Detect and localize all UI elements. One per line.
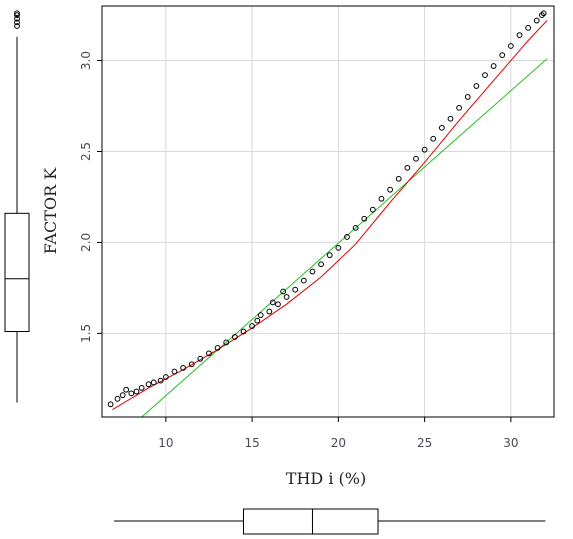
data-point: [430, 135, 437, 142]
fit-curve: [112, 20, 548, 411]
data-point: [188, 361, 195, 368]
x-axis-ticks: 10 15 20 25 30: [158, 417, 519, 450]
data-point: [240, 328, 247, 335]
y-box-outlier: [14, 19, 20, 26]
y-tick-label: 3.0: [79, 51, 93, 70]
data-point: [162, 374, 169, 380]
data-point: [231, 334, 238, 340]
x-axis-title: THD i (%): [286, 469, 366, 488]
data-point: [269, 299, 276, 306]
data-point: [138, 385, 145, 391]
data-point: [309, 268, 316, 275]
data-point: [352, 224, 359, 231]
data-point: [533, 17, 540, 24]
data-point: [133, 388, 140, 395]
y-box-outlier: [14, 10, 20, 17]
plot-frame: [101, 5, 555, 418]
data-point: [257, 312, 264, 319]
grid-lines: [102, 6, 554, 417]
data-point: [539, 12, 545, 18]
y-axis-title: FACTOR K: [41, 167, 60, 254]
data-point: [490, 63, 497, 69]
data-point: [473, 83, 480, 89]
data-point: [361, 215, 368, 222]
y-marginal-boxplot: [4, 10, 30, 403]
data-point: [197, 355, 204, 362]
data-point: [150, 379, 157, 386]
x-tick-label: 15: [244, 436, 259, 450]
data-point: [214, 344, 221, 351]
data-point: [387, 186, 394, 193]
data-point: [404, 164, 411, 171]
data-point: [421, 146, 428, 153]
data-point: [283, 294, 290, 300]
data-point: [447, 115, 454, 122]
y-box-body: [4, 212, 30, 333]
data-point: [395, 175, 402, 182]
data-point: [180, 364, 186, 371]
data-point: [300, 277, 307, 284]
data-point: [456, 104, 463, 111]
data-point: [292, 286, 299, 293]
data-point: [171, 368, 178, 375]
data-point: [516, 32, 523, 38]
data-point: [206, 350, 212, 357]
data-points: [107, 10, 547, 408]
data-point: [318, 261, 324, 268]
y-box-outlier: [14, 23, 20, 29]
y-box-outlier: [14, 15, 20, 22]
data-point: [157, 377, 164, 384]
data-point: [254, 317, 261, 324]
y-tick-label: 2.0: [79, 233, 93, 252]
x-marginal-boxplot: [114, 508, 546, 535]
data-point: [540, 10, 547, 17]
data-point: [123, 386, 130, 393]
x-tick-label: 30: [503, 436, 518, 450]
data-point: [369, 206, 376, 213]
data-point: [499, 52, 506, 59]
data-point: [344, 234, 350, 240]
data-point: [266, 308, 273, 315]
y-box-outlier: [14, 12, 20, 18]
data-point: [413, 155, 419, 162]
x-tick-label: 20: [331, 436, 346, 450]
data-point: [335, 244, 342, 251]
data-point: [107, 401, 114, 408]
data-point: [280, 288, 287, 295]
data-point: [326, 252, 333, 259]
y-axis-ticks: 1.5 2.0 2.5 3.0: [79, 51, 102, 343]
x-tick-label: 25: [417, 436, 432, 450]
data-point: [438, 124, 445, 131]
x-tick-label: 10: [158, 436, 173, 450]
data-point: [249, 323, 255, 329]
data-point: [507, 43, 514, 49]
data-point: [525, 24, 532, 31]
data-point: [275, 301, 281, 308]
data-point: [482, 72, 488, 79]
data-point: [223, 339, 230, 346]
y-tick-label: 1.5: [79, 324, 93, 343]
data-point: [145, 381, 152, 388]
y-tick-label: 2.5: [79, 142, 93, 161]
x-box-body: [242, 508, 379, 535]
data-point: [119, 392, 126, 399]
fit-lines: [112, 20, 548, 418]
data-point: [464, 94, 471, 100]
data-point: [114, 395, 121, 402]
data-point: [378, 195, 385, 202]
data-point: [128, 390, 135, 397]
